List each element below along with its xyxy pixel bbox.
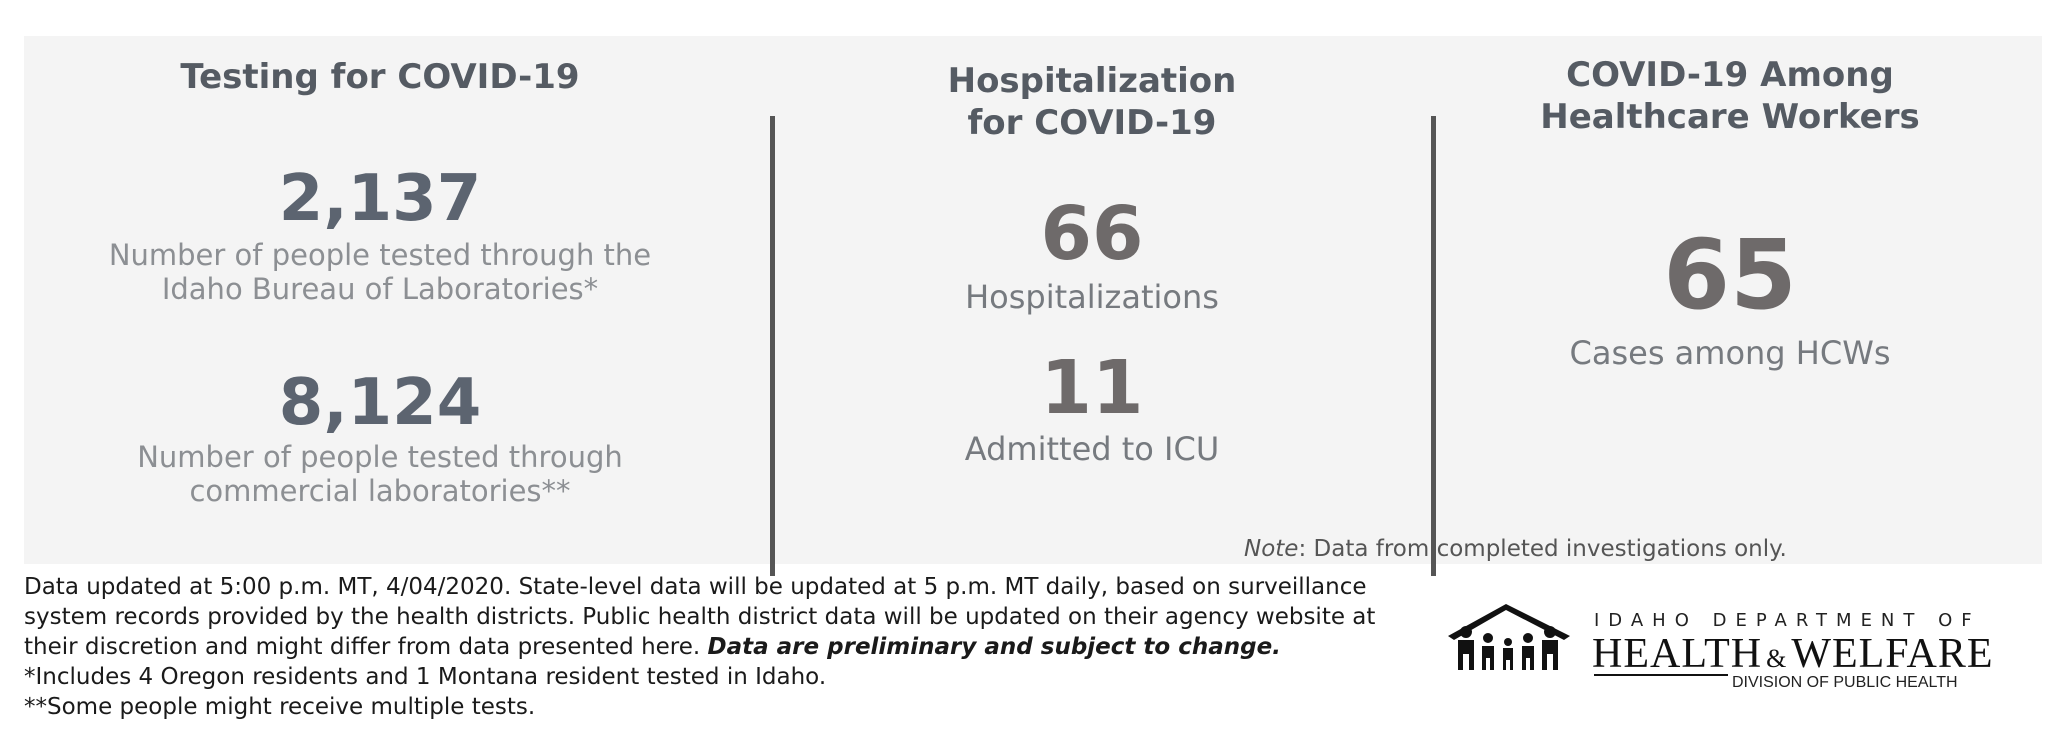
logo-welfare: WELFARE — [1791, 631, 1994, 677]
footer-line-3-text: their discretion and might differ from d… — [24, 634, 708, 660]
note-text: : Data from completed investigations onl… — [1298, 536, 1787, 562]
footer-preliminary-warning: Data are preliminary and subject to chan… — [707, 634, 1281, 660]
investigations-note: Note: Data from completed investigations… — [1244, 536, 1787, 562]
hospitalizations-count: 66 — [1040, 191, 1144, 277]
logo-department-text: IDAHO DEPARTMENT OF — [1594, 610, 1981, 631]
logo-ampersand: & — [1766, 644, 1788, 673]
ibl-tested-count: 2,137 — [278, 162, 482, 236]
logo-health-welfare: HEALTH &WELFARE — [1592, 630, 1994, 678]
family-house-icon — [1448, 604, 1570, 670]
testing-title: Testing for COVID-19 — [180, 57, 580, 97]
footer-line-2: system records provided by the health di… — [24, 604, 1376, 630]
logo-health: HEALTH — [1592, 631, 1763, 677]
idhw-logo: IDAHO DEPARTMENT OF HEALTH &WELFARE DIVIS… — [1444, 596, 1993, 691]
hcw-cases-count: 65 — [1663, 219, 1797, 331]
logo-division-text: DIVISION OF PUBLIC HEALTH — [1732, 674, 1958, 691]
icu-label: Admitted to ICU — [964, 430, 1220, 468]
commercial-tested-desc-1: Number of people tested through — [137, 440, 623, 474]
note-prefix: Note — [1244, 536, 1299, 562]
column-divider-right — [1431, 116, 1436, 576]
hospitalization-title-1: Hospitalization — [947, 61, 1237, 101]
hcw-cases-label: Cases among HCWs — [1569, 334, 1891, 372]
footer-line-1: Data updated at 5:00 p.m. MT, 4/04/2020.… — [24, 574, 1367, 600]
footer-line-4: *Includes 4 Oregon residents and 1 Monta… — [24, 664, 827, 690]
footer-disclaimer: Data updated at 5:00 p.m. MT, 4/04/2020.… — [24, 572, 1384, 722]
hcw-title-1: COVID-19 Among — [1566, 55, 1894, 95]
commercial-tested-desc-2: commercial laboratories** — [189, 474, 571, 508]
logo-rule — [1594, 674, 1728, 676]
hospitalization-title-2: for COVID-19 — [967, 103, 1217, 143]
footer-line-5: **Some people might receive multiple tes… — [24, 694, 536, 720]
ibl-tested-desc-1: Number of people tested through the — [108, 238, 652, 272]
dashboard-panel — [24, 36, 2042, 576]
ibl-tested-desc-2: Idaho Bureau of Laboratories* — [161, 272, 599, 306]
commercial-tested-count: 8,124 — [278, 366, 482, 440]
hospitalizations-label: Hospitalizations — [965, 278, 1219, 316]
icu-count: 11 — [1040, 345, 1144, 431]
footer-line-3: their discretion and might differ from d… — [24, 632, 1384, 662]
column-divider-left — [770, 116, 775, 576]
hcw-title-2: Healthcare Workers — [1540, 97, 1920, 137]
